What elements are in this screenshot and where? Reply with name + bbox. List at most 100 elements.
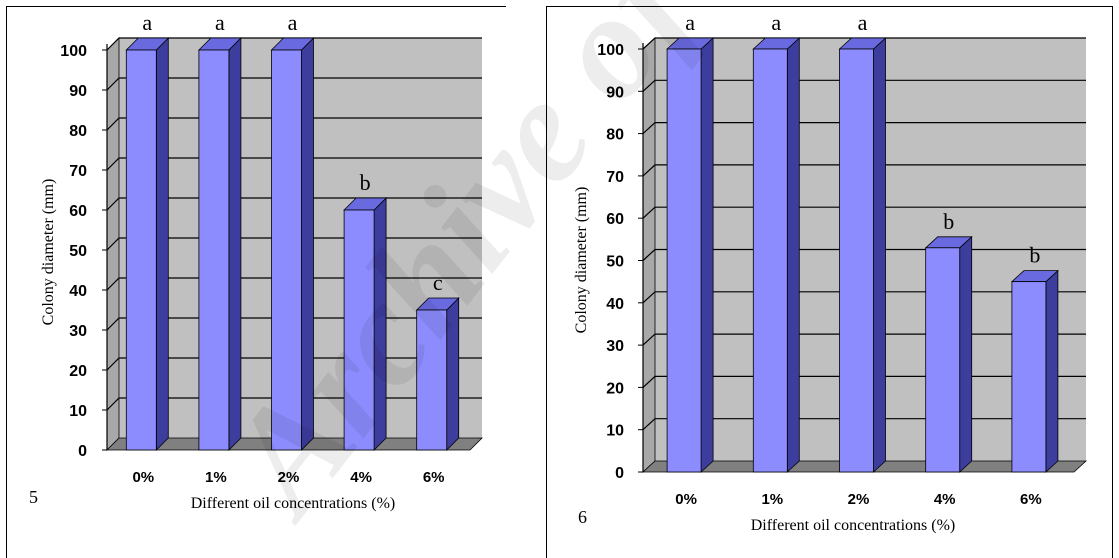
y-axis: 0 10 20 30 40 50 60 70 80 90 100 Colony diameter (m… — [573, 42, 644, 482]
y-tick-label: 0 — [78, 443, 87, 460]
bar-front — [343, 209, 375, 451]
y-tick-label: 40 — [606, 296, 624, 313]
bar-front — [416, 309, 448, 451]
y-axis-title: Colony diameter (mm) — [573, 187, 590, 334]
gridline — [106, 157, 482, 171]
y-tick-label: 60 — [606, 211, 624, 228]
bar — [415, 297, 460, 451]
chart-panel-5: 0 10 20 30 40 50 60 70 80 90 100 Colony diameter (m… — [0, 10, 546, 558]
bar-front — [666, 48, 702, 473]
bar — [838, 37, 887, 473]
bar-chart-6: 0 10 20 30 40 50 60 70 80 90 100 Colony diameter (m… — [573, 10, 1088, 534]
bars: a 0% a 1% a 2% b 4% c 6% — [125, 10, 460, 486]
frame-top-left — [6, 6, 506, 7]
significance-letter: c — [433, 270, 443, 295]
gridline — [642, 79, 1086, 92]
y-tick-label: 90 — [606, 84, 624, 101]
significance-letter: a — [771, 10, 781, 35]
bar — [752, 37, 801, 473]
x-tick-label: 0% — [132, 469, 154, 486]
gridline — [106, 117, 482, 131]
panel-label-5: 5 — [29, 487, 38, 507]
bar — [197, 37, 242, 451]
x-tick-label: 1% — [205, 469, 227, 486]
significance-letter: b — [1029, 243, 1040, 268]
y-tick-label: 20 — [606, 380, 624, 397]
panel-label-6: 6 — [578, 507, 587, 527]
y-tick-label: 10 — [606, 423, 624, 440]
significance-letter: a — [142, 10, 152, 35]
frame-top-right — [546, 6, 1113, 7]
frame-right — [1112, 6, 1113, 558]
bar-front — [1011, 281, 1047, 473]
y-tick-label: 70 — [69, 163, 87, 180]
x-tick-label: 4% — [934, 491, 956, 508]
bar — [666, 37, 715, 473]
bar — [343, 197, 388, 451]
bars: a 0% a 1% a 2% b 4% b 6% — [666, 10, 1059, 508]
y-tick-label: 40 — [69, 283, 87, 300]
y-tick-label: 30 — [606, 338, 624, 355]
bar-front — [839, 48, 874, 473]
bar-side — [959, 235, 973, 473]
x-axis-title: Different oil concentrations (%) — [191, 495, 396, 512]
y-tick-label: 50 — [606, 254, 624, 271]
y-tick-label: 30 — [69, 323, 87, 340]
gridline — [642, 37, 1086, 50]
chart-panel-6: 0 10 20 30 40 50 60 70 80 90 100 Colony diameter (m… — [546, 10, 1113, 558]
y-tick-label: 100 — [597, 42, 624, 59]
frame-left — [6, 6, 7, 558]
bar — [1010, 269, 1059, 473]
bar-side — [373, 197, 387, 451]
bar-side — [786, 37, 800, 473]
y-tick-label: 90 — [69, 83, 87, 100]
significance-letter: a — [858, 10, 868, 35]
bar-side — [446, 297, 460, 451]
bar — [924, 235, 973, 473]
y-tick-label: 80 — [69, 123, 87, 140]
y-tick-label: 10 — [69, 403, 87, 420]
bar-side — [700, 37, 714, 473]
bar-front — [125, 49, 157, 451]
y-tick-label: 100 — [60, 43, 87, 60]
bar-side — [873, 37, 886, 473]
x-tick-label: 4% — [350, 469, 372, 486]
gridline — [642, 164, 1086, 177]
significance-letter: b — [943, 209, 954, 234]
significance-letter: a — [215, 10, 225, 35]
significance-letter: b — [360, 170, 371, 195]
bar — [270, 37, 315, 451]
bar — [125, 37, 170, 451]
bar-side — [155, 37, 169, 451]
gridline — [106, 37, 482, 51]
bar-front — [271, 49, 302, 451]
x-tick-label: 2% — [848, 491, 870, 508]
gridline — [106, 77, 482, 91]
x-tick-label: 6% — [423, 469, 445, 486]
bar-side — [228, 37, 242, 451]
y-axis-title: Colony diameter (mm) — [40, 179, 57, 326]
gridline — [642, 121, 1086, 135]
gridline — [642, 206, 1086, 219]
y-tick-label: 70 — [606, 169, 624, 186]
frame-middle — [546, 6, 547, 558]
bar-front — [752, 48, 788, 473]
significance-letter: a — [685, 10, 695, 35]
bar-chart-5: 0 10 20 30 40 50 60 70 80 90 100 Colony diameter (m… — [40, 10, 483, 512]
y-tick-label: 0 — [615, 465, 624, 482]
y-tick-label: 20 — [69, 363, 87, 380]
x-tick-label: 0% — [675, 491, 697, 508]
x-tick-label: 2% — [278, 469, 300, 486]
y-tick-label: 80 — [606, 127, 624, 144]
y-axis: 0 10 20 30 40 50 60 70 80 90 100 Colony diameter (m… — [40, 43, 108, 460]
bar-front — [198, 49, 230, 451]
y-tick-label: 60 — [69, 203, 87, 220]
bar-side — [301, 37, 314, 451]
y-tick-label: 50 — [69, 243, 87, 260]
x-tick-label: 1% — [761, 491, 783, 508]
x-tick-label: 6% — [1020, 491, 1042, 508]
x-axis-title: Different oil concentrations (%) — [751, 517, 956, 534]
bar-front — [925, 247, 961, 473]
significance-letter: a — [288, 10, 298, 35]
bar-side — [1045, 269, 1059, 473]
